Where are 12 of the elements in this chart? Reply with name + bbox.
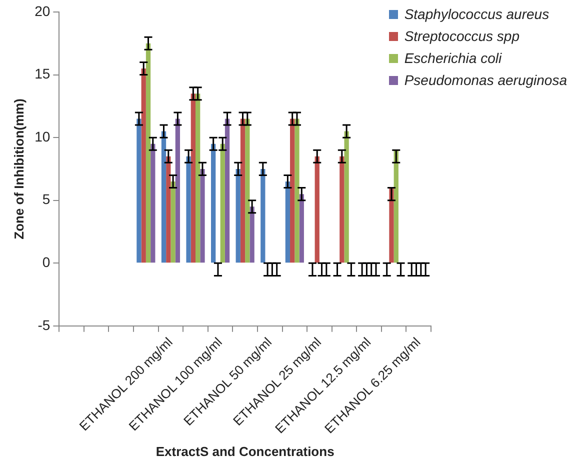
y-tick-label: 0 bbox=[42, 254, 50, 270]
legend-label: Streptococcus spp bbox=[404, 28, 520, 44]
y-tick-label: 5 bbox=[42, 191, 50, 208]
legend-label: Escherichia coli bbox=[404, 50, 502, 66]
y-axis-title: Zone of Inhibition(mm) bbox=[11, 98, 26, 240]
y-tick-label: 20 bbox=[34, 2, 50, 19]
x-axis-title: ExtractS and Concentrations bbox=[156, 444, 334, 459]
y-tick-label: -5 bbox=[38, 316, 50, 333]
legend-label: Pseudomonas aeruginosa bbox=[404, 72, 567, 88]
y-tick-label: 10 bbox=[34, 128, 50, 144]
legend-label: Staphylococcus aureus bbox=[404, 6, 550, 22]
y-tick-label: 15 bbox=[34, 66, 50, 82]
